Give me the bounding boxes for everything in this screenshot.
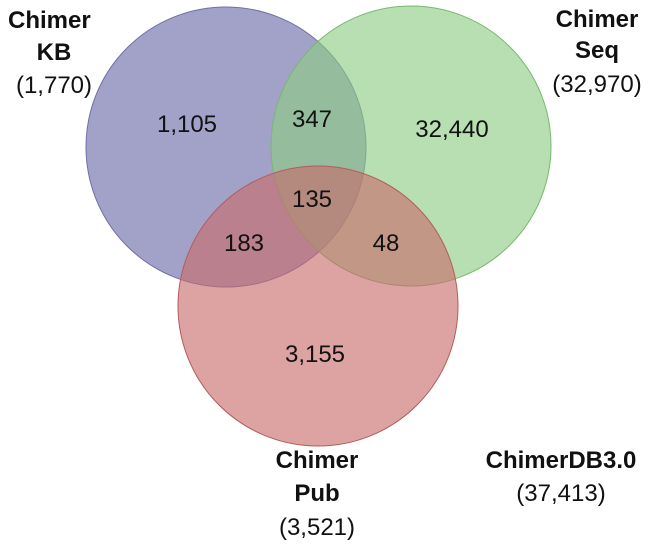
- chimer-seq-total: (32,970): [552, 71, 641, 98]
- chimer-pub-label-line1: Chimer: [276, 447, 359, 474]
- database-total: (37,413): [516, 480, 605, 507]
- chimer-pub-circle: [177, 165, 459, 447]
- kb-seq-count: 347: [292, 106, 332, 133]
- seq-only-count: 32,440: [415, 116, 488, 143]
- seq-pub-count: 48: [373, 230, 400, 257]
- chimer-kb-label-line1: Chimer: [8, 7, 91, 34]
- pub-only-count: 3,155: [285, 341, 345, 368]
- all-three-count: 135: [292, 186, 332, 213]
- chimer-kb-label-line2: KB: [37, 39, 72, 66]
- chimer-seq-label-line1: Chimer: [556, 6, 639, 33]
- chimer-kb-total: (1,770): [16, 72, 92, 99]
- database-name: ChimerDB3.0: [486, 447, 637, 474]
- kb-pub-count: 183: [224, 230, 264, 257]
- chimer-pub-total: (3,521): [279, 514, 355, 541]
- kb-only-count: 1,105: [157, 111, 217, 138]
- chimer-pub-label-line2: Pub: [294, 480, 339, 507]
- chimer-seq-label-line2: Seq: [575, 37, 619, 64]
